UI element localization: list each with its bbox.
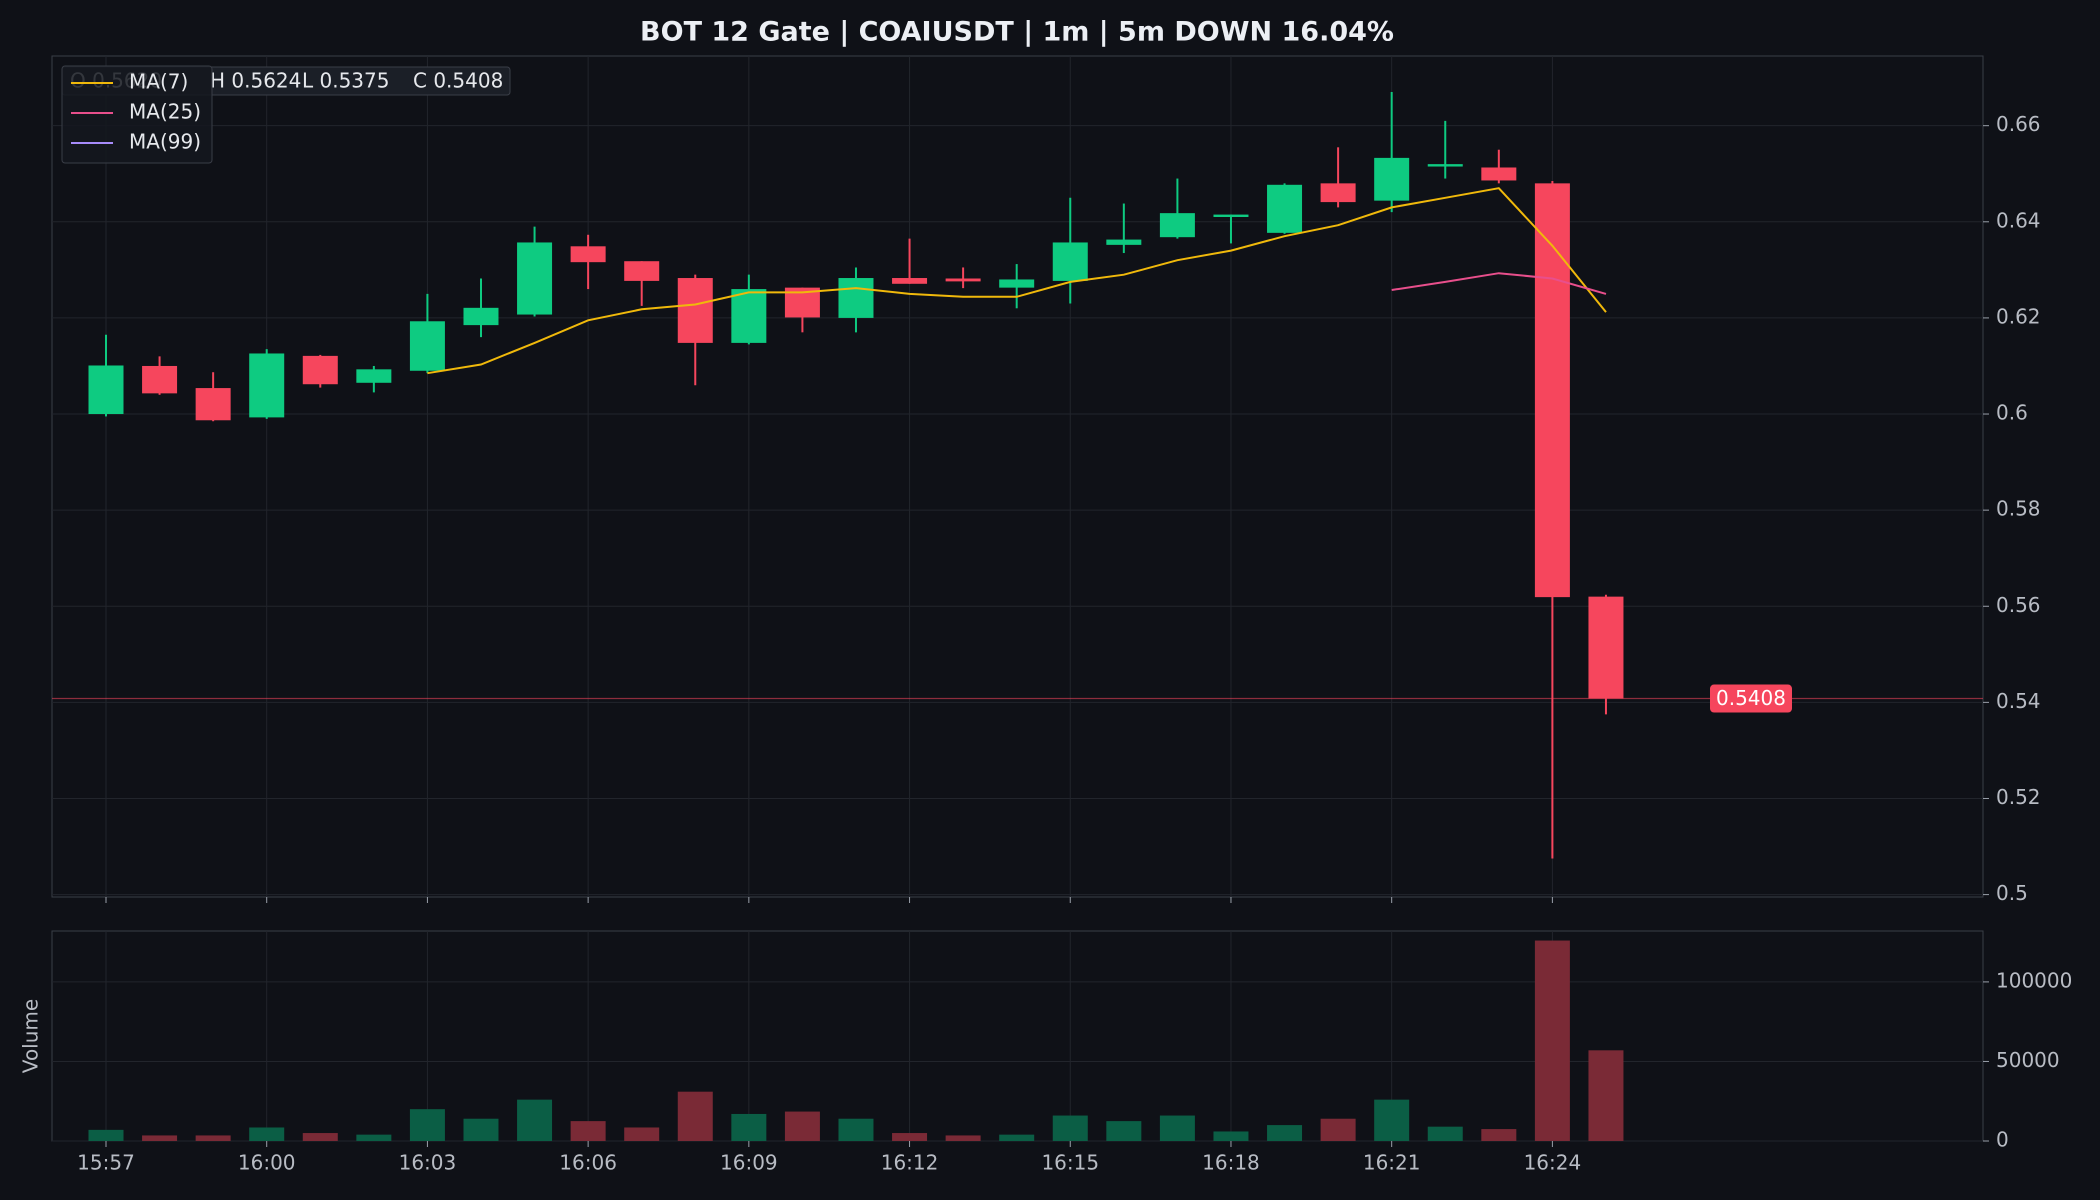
y-tick-label: 50000	[1996, 1048, 2060, 1072]
volume-bar	[892, 1133, 928, 1141]
candle-body	[1374, 157, 1410, 201]
ohlc-info: C 0.5408	[413, 69, 503, 93]
volume-bar	[1159, 1115, 1195, 1141]
volume-bar	[999, 1134, 1035, 1141]
candle-body	[945, 278, 981, 282]
y-axis-label: Volume	[19, 999, 43, 1073]
candle-body	[1534, 183, 1570, 598]
volume-bar	[1267, 1125, 1303, 1141]
candle-body	[463, 307, 499, 326]
candle-body	[999, 279, 1035, 288]
y-tick-label: 0.62	[1996, 304, 2041, 328]
legend-label: MA(99)	[129, 130, 201, 154]
y-tick-label: 0.66	[1996, 112, 2041, 136]
volume-bar	[142, 1135, 178, 1141]
candle-body	[356, 369, 392, 383]
ohlc-info: H 0.5624	[210, 69, 301, 93]
candle-body	[1213, 214, 1249, 217]
candle-body	[1159, 213, 1195, 238]
volume-bar	[731, 1113, 767, 1141]
x-tick-label: 16:21	[1363, 1151, 1421, 1175]
x-tick-label: 16:00	[238, 1151, 296, 1175]
y-tick-label: 0.54	[1996, 689, 2041, 713]
volume-bar	[945, 1135, 981, 1141]
candle-body	[1481, 167, 1517, 181]
volume-bar	[1213, 1131, 1249, 1141]
candle-body	[1320, 183, 1356, 203]
x-tick-label: 15:57	[77, 1151, 135, 1175]
legend-label: MA(7)	[129, 70, 188, 94]
volume-bar	[302, 1133, 338, 1141]
candle-body	[409, 321, 445, 371]
y-tick-label: 0.58	[1996, 497, 2041, 521]
candle-body	[249, 353, 285, 418]
volume-bar	[624, 1127, 660, 1141]
volume-bar	[249, 1127, 285, 1141]
ma-line	[1391, 272, 1607, 295]
candle-body	[570, 246, 606, 263]
candle-body	[142, 365, 178, 394]
y-tick-label: 100000	[1996, 968, 2072, 992]
y-tick-label: 0.52	[1996, 785, 2041, 809]
volume-bar	[1052, 1115, 1088, 1141]
candle-body	[1267, 184, 1303, 233]
candle-body	[302, 355, 338, 385]
volume-bar	[1320, 1118, 1356, 1141]
volume-bar	[1534, 940, 1570, 1141]
ohlc-info: L 0.5375	[302, 69, 389, 93]
x-tick-label: 16:15	[1041, 1151, 1099, 1175]
y-tick-label: 0	[1996, 1128, 2009, 1152]
last-price-badge	[1710, 684, 1792, 713]
volume-bar	[463, 1118, 499, 1141]
x-tick-label: 16:06	[559, 1151, 617, 1175]
volume-bar	[195, 1135, 231, 1141]
volume-panel	[51, 930, 1984, 1142]
volume-bar	[1588, 1050, 1624, 1141]
candle-body	[88, 365, 124, 415]
volume-bar	[677, 1091, 713, 1141]
volume-bar	[1374, 1099, 1410, 1141]
y-tick-label: 0.56	[1996, 593, 2041, 617]
volume-bar	[356, 1134, 392, 1141]
volume-bar	[570, 1121, 606, 1141]
candle-body	[195, 388, 231, 421]
last-price-label: 0.5408	[1716, 686, 1786, 710]
candle-body	[892, 278, 928, 284]
volume-bar	[409, 1109, 445, 1141]
candle-body	[517, 242, 553, 315]
volume-bar	[1481, 1129, 1517, 1141]
candle-body	[838, 278, 874, 318]
volume-bar	[838, 1118, 874, 1141]
y-tick-label: 0.64	[1996, 208, 2041, 232]
y-tick-label: 0.5	[1996, 881, 2028, 905]
x-tick-label: 16:24	[1524, 1151, 1582, 1175]
x-tick-label: 16:09	[720, 1151, 778, 1175]
candle-body	[677, 278, 713, 343]
candle-body	[1106, 239, 1142, 245]
candle-body	[624, 261, 660, 281]
volume-bar	[88, 1129, 124, 1141]
volume-bar	[1427, 1126, 1463, 1141]
candle-body	[731, 289, 767, 343]
y-tick-label: 0.6	[1996, 401, 2028, 425]
volume-bar	[517, 1099, 553, 1141]
x-tick-label: 16:12	[881, 1151, 939, 1175]
ma-line	[427, 187, 1607, 375]
chart-title: BOT 12 Gate | COAIUSDT | 1m | 5m DOWN 16…	[640, 17, 1394, 48]
candle-body	[1427, 164, 1463, 167]
candle-body	[1052, 242, 1088, 281]
x-tick-label: 16:18	[1202, 1151, 1260, 1175]
legend-label: MA(25)	[129, 100, 201, 124]
candle-body	[1588, 596, 1624, 699]
legend-box	[61, 65, 213, 164]
price-panel	[51, 55, 1984, 898]
x-tick-label: 16:03	[399, 1151, 457, 1175]
volume-bar	[1106, 1121, 1142, 1141]
volume-bar	[784, 1111, 820, 1141]
